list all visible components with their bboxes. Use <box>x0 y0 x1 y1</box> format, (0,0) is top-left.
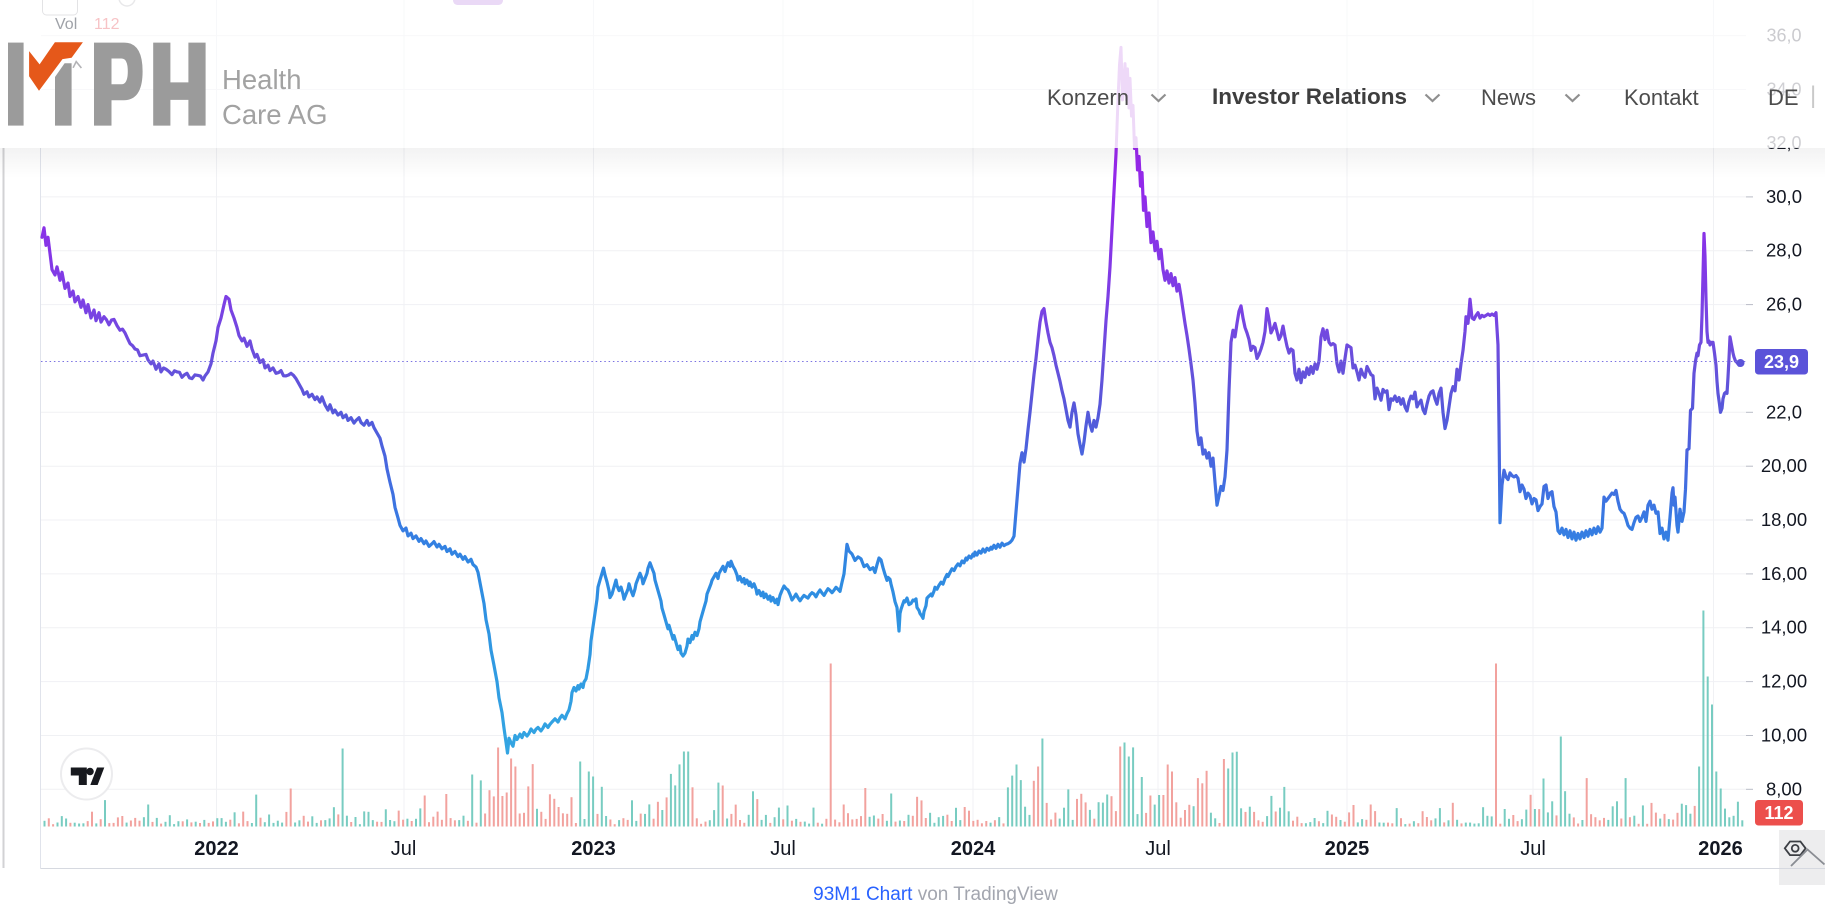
svg-text:Vol: Vol <box>55 16 77 33</box>
svg-text:30,0: 30,0 <box>1766 186 1802 207</box>
svg-text:32,0: 32,0 <box>1766 133 1801 148</box>
svg-text:8,00: 8,00 <box>1766 778 1802 799</box>
svg-text:10,00: 10,00 <box>1761 725 1807 746</box>
svg-text:22,0: 22,0 <box>1766 401 1802 422</box>
svg-text:2023: 2023 <box>571 838 616 860</box>
svg-text:16,00: 16,00 <box>1761 563 1807 584</box>
svg-text:2025: 2025 <box>1325 838 1370 860</box>
svg-text:2026: 2026 <box>1698 838 1743 860</box>
svg-text:2022: 2022 <box>194 838 239 860</box>
svg-text:Jul: Jul <box>770 838 796 860</box>
svg-text:14,00: 14,00 <box>1761 617 1807 638</box>
svg-text:18,00: 18,00 <box>1761 509 1807 530</box>
svg-text:12,00: 12,00 <box>1761 671 1807 692</box>
svg-text:2024: 2024 <box>951 838 996 860</box>
svg-text:26,0: 26,0 <box>1766 294 1802 315</box>
svg-text:36,0: 36,0 <box>1766 26 1801 46</box>
svg-text:112: 112 <box>94 16 120 33</box>
svg-text:28,0: 28,0 <box>1766 240 1802 261</box>
svg-text:Jul: Jul <box>1520 838 1546 860</box>
svg-text:Jul: Jul <box>1145 838 1171 860</box>
svg-text:23,9: 23,9 <box>1764 352 1799 372</box>
svg-text:20,00: 20,00 <box>1761 455 1807 476</box>
svg-text:112: 112 <box>1764 803 1793 823</box>
svg-text:34,0: 34,0 <box>1766 80 1801 100</box>
svg-text:Jul: Jul <box>391 838 417 860</box>
